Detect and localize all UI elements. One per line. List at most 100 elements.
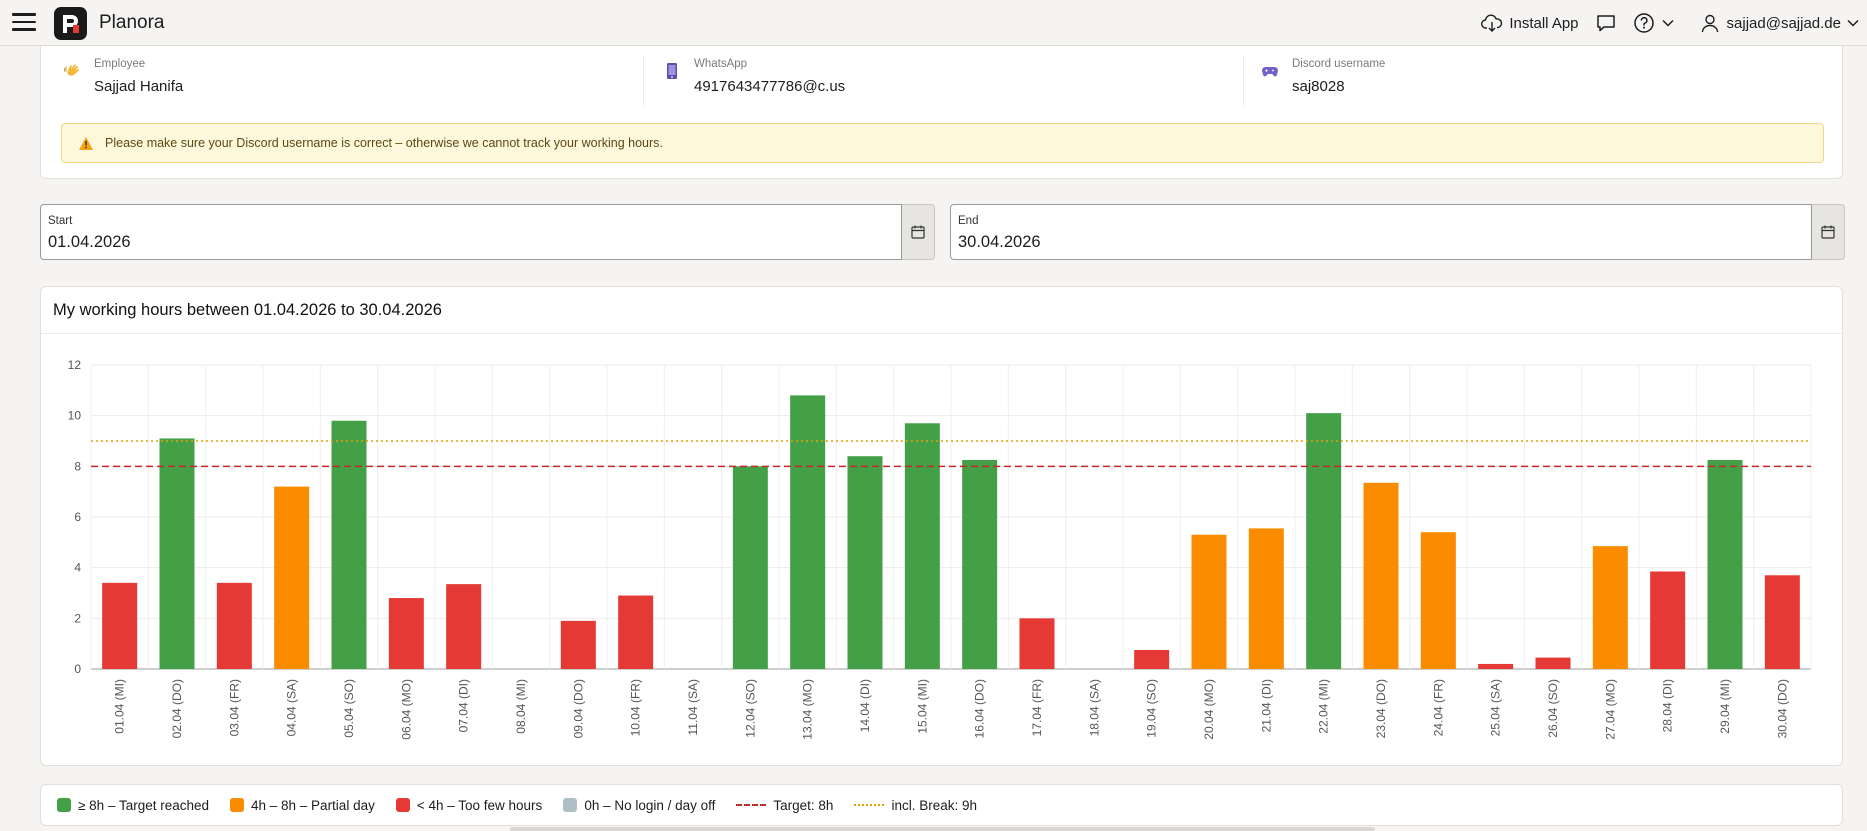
legend-item[interactable]: 0h – No login / day off — [563, 798, 715, 813]
chat-button[interactable] — [1595, 13, 1617, 33]
legend-line-swatch — [854, 804, 885, 806]
top-bar: Planora Install App — [0, 0, 1867, 46]
user-email: sajjad@sajjad.de — [1726, 14, 1841, 32]
hamburger-icon[interactable] — [12, 13, 36, 31]
waving-hand-icon — [64, 64, 79, 76]
x-tick-label: 25.04 (SA) — [1489, 679, 1503, 736]
top-right-toolbar: Install App sajjad@sajjad.de — [1481, 0, 1859, 46]
legend-label: ≥ 8h – Target reached — [78, 797, 209, 813]
legend-line-swatch — [736, 804, 767, 806]
x-tick-label: 28.04 (DI) — [1661, 679, 1675, 732]
help-circle-icon — [1633, 13, 1654, 33]
bar-17-04-FR — [1019, 618, 1055, 669]
x-tick-label: 03.04 (FR) — [227, 679, 241, 736]
x-tick-label: 29.04 (MI) — [1718, 679, 1732, 734]
x-tick-label: 01.04 (MI) — [113, 679, 127, 734]
x-tick-label: 19.04 (SO) — [1145, 679, 1159, 738]
bar-27-04-MO — [1592, 546, 1628, 669]
legend-item[interactable]: Target: 8h — [736, 798, 833, 813]
bar-13-04-MO — [790, 395, 826, 669]
install-app-button[interactable]: Install App — [1481, 13, 1579, 33]
bar-20-04-MO — [1191, 534, 1227, 669]
x-tick-label: 24.04 (FR) — [1431, 679, 1445, 736]
x-tick-label: 06.04 (MO) — [399, 679, 413, 740]
start-date-picker-button[interactable] — [902, 204, 935, 260]
y-tick-label: 0 — [74, 662, 81, 676]
discord-warning-banner: Please make sure your Discord username i… — [61, 123, 1824, 163]
user-menu-button[interactable]: sajjad@sajjad.de — [1700, 13, 1859, 33]
help-menu-button[interactable] — [1633, 12, 1674, 34]
planora-logo[interactable] — [54, 7, 87, 40]
x-tick-label: 15.04 (MI) — [915, 679, 929, 734]
end-date-input[interactable]: End 30.04.2026 — [950, 204, 1812, 260]
legend-label: < 4h – Too few hours — [416, 797, 543, 813]
bar-30-04-DO — [1764, 575, 1800, 669]
discord-label: Discord username — [1292, 58, 1386, 70]
legend-label: 4h – 8h – Partial day — [251, 797, 375, 813]
x-tick-label: 27.04 (MO) — [1603, 679, 1617, 740]
y-tick-label: 8 — [74, 459, 81, 473]
x-tick-label: 22.04 (MI) — [1317, 679, 1331, 734]
y-tick-label: 12 — [68, 358, 82, 372]
gamepad-icon — [1262, 67, 1278, 77]
x-tick-label: 05.04 (SO) — [342, 679, 356, 738]
y-tick-label: 10 — [68, 409, 82, 423]
y-tick-label: 2 — [74, 611, 81, 625]
bar-03-04-FR — [216, 582, 252, 669]
y-tick-label: 4 — [74, 561, 81, 575]
x-tick-label: 23.04 (DO) — [1374, 679, 1388, 738]
x-tick-label: 26.04 (SO) — [1546, 679, 1560, 738]
bar-28-04-DI — [1650, 571, 1686, 669]
end-date-picker-button[interactable] — [1812, 204, 1845, 260]
x-tick-label: 11.04 (SA) — [686, 679, 700, 735]
app-title: Planora — [99, 12, 165, 33]
legend-item[interactable]: 4h – 8h – Partial day — [230, 798, 375, 813]
legend-label: Target: 8h — [773, 797, 834, 813]
x-tick-label: 02.04 (DO) — [170, 679, 184, 738]
x-tick-label: 17.04 (FR) — [1030, 679, 1044, 736]
legend-item[interactable]: < 4h – Too few hours — [395, 797, 543, 813]
x-tick-label: 09.04 (DO) — [571, 679, 585, 738]
x-tick-label: 20.04 (MO) — [1202, 679, 1216, 740]
x-tick-label: 13.04 (MO) — [801, 679, 815, 740]
start-date-input[interactable]: Start 01.04.2026 — [40, 204, 902, 260]
x-tick-label: 30.04 (DO) — [1775, 679, 1789, 738]
bar-16-04-DO — [962, 460, 998, 669]
bar-06-04-MO — [388, 598, 424, 669]
bar-29-04-MI — [1707, 460, 1743, 669]
legend-item[interactable]: incl. Break: 9h — [854, 798, 977, 813]
bar-25-04-SA — [1478, 663, 1514, 669]
start-date-value[interactable]: 01.04.2026 — [48, 233, 131, 251]
legend-swatch — [230, 798, 244, 812]
whatsapp-label: WhatsApp — [694, 58, 748, 70]
warning-triangle-icon — [79, 137, 93, 150]
legend-swatch — [563, 798, 578, 812]
scrollbar[interactable] — [510, 827, 1375, 831]
x-tick-label: 12.04 (SO) — [743, 679, 757, 738]
bar-24-04-FR — [1420, 532, 1456, 669]
chevron-down-icon — [1847, 19, 1859, 27]
bar-05-04-SO — [331, 420, 367, 669]
bar-15-04-MI — [904, 423, 940, 669]
chart-title: My working hours between 01.04.2026 to 3… — [53, 301, 442, 319]
bar-07-04-DI — [446, 584, 482, 669]
discord-value: saj8028 — [1292, 78, 1345, 95]
profile-info-card: Employee Sajjad Hanifa WhatsApp 49176434… — [40, 46, 1843, 179]
bar-14-04-DI — [847, 456, 883, 669]
divider — [643, 56, 644, 106]
start-date-label: Start — [48, 215, 73, 227]
legend-item[interactable]: ≥ 8h – Target reached — [57, 798, 209, 813]
x-tick-label: 08.04 (MI) — [514, 679, 528, 734]
employee-value: Sajjad Hanifa — [94, 78, 184, 95]
bar-12-04-SO — [732, 466, 768, 669]
bar-21-04-DI — [1248, 528, 1284, 669]
employee-label: Employee — [94, 58, 146, 70]
divider — [41, 333, 1844, 334]
x-tick-label: 10.04 (FR) — [629, 679, 643, 736]
bar-22-04-MI — [1306, 413, 1342, 669]
bar-09-04-DO — [560, 620, 596, 669]
bar-26-04-SO — [1535, 657, 1571, 669]
x-tick-label: 21.04 (DI) — [1259, 679, 1273, 732]
cloud-download-icon — [1481, 14, 1503, 32]
end-date-value[interactable]: 30.04.2026 — [958, 233, 1041, 251]
